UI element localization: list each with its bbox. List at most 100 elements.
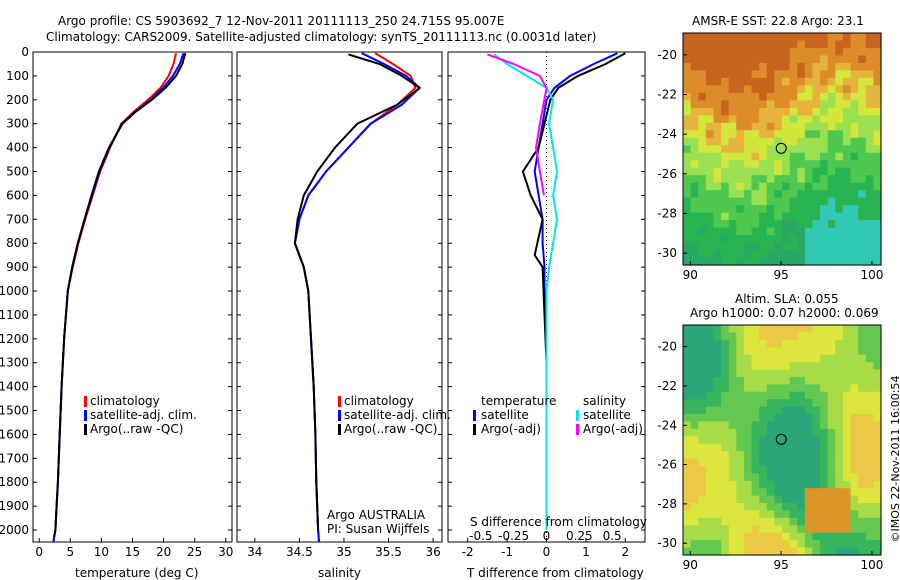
sst-map-cell	[698, 55, 707, 64]
sst-map-cell	[842, 197, 852, 206]
sla-map	[683, 325, 882, 556]
sla-map-lat-label: -20	[657, 340, 677, 354]
sst-map-cell	[766, 152, 775, 161]
sst-map-cell	[736, 152, 745, 161]
sla-map-cell	[751, 503, 760, 512]
sst-map-cell	[698, 107, 707, 116]
sst-map-cell	[865, 145, 874, 154]
sst-map-cell	[873, 70, 882, 79]
sla-map-cell	[835, 525, 844, 534]
sla-map-cell	[820, 391, 829, 400]
sst-map-cell	[774, 182, 783, 191]
sla-map-cell	[736, 525, 745, 534]
sla-map-cell	[865, 532, 874, 541]
sla-map-cell	[820, 465, 829, 474]
sst-map-cell	[782, 190, 791, 199]
sla-map-cell	[683, 325, 692, 334]
sla-map-cell	[683, 532, 692, 541]
sla-map-cell	[797, 391, 806, 400]
sal-legend-swatch-satellite	[338, 410, 341, 421]
sla-map-cell	[827, 480, 836, 489]
sst-map-cell	[728, 40, 737, 49]
sst-map-cell	[827, 145, 836, 154]
sla-map-cell	[728, 391, 737, 400]
sst-map-cell	[835, 227, 844, 236]
sst-map-cell	[827, 250, 836, 259]
sla-map-cell	[766, 414, 775, 423]
sla-map-cell	[736, 339, 745, 348]
sla-map-cell	[873, 347, 882, 356]
sst-map-cell	[850, 205, 859, 214]
sst-map-cell	[766, 205, 775, 214]
salinity-series-line	[293, 52, 422, 543]
sst-map-cell	[797, 130, 806, 139]
sst-map-cell	[865, 160, 874, 169]
sla-map-cell	[728, 436, 737, 445]
sst-map-cell	[842, 92, 852, 101]
sst-map-cell	[743, 47, 753, 57]
sst-map-cell	[858, 250, 867, 259]
sla-map-cell	[865, 510, 874, 519]
sst-map-title: AMSR-E SST: 22.8 Argo: 23.1	[692, 14, 864, 28]
sla-map-cell	[865, 325, 874, 334]
sla-map-cell	[728, 428, 737, 437]
sst-map-cell	[766, 197, 775, 206]
sla-map-cell	[789, 436, 798, 445]
sst-map-cell	[850, 115, 859, 124]
sst-map-cell	[751, 130, 760, 139]
sst-map-cell	[820, 160, 829, 169]
sst-map-cell	[774, 33, 783, 42]
sst-map-lat-label: -26	[657, 167, 677, 181]
sst-map-cell	[827, 197, 836, 206]
sst-map-cell	[736, 137, 745, 146]
sla-map-cell	[698, 347, 707, 356]
sla-map-cell	[812, 428, 821, 437]
sla-map-cell	[774, 517, 783, 526]
sst-map-cell	[827, 160, 836, 169]
sla-map-cell	[766, 495, 775, 504]
sla-map-cell	[721, 399, 730, 408]
sla-map-cell	[705, 436, 715, 445]
difference-tick-label: -1	[501, 545, 513, 559]
sla-map-cell	[842, 540, 852, 549]
sst-map-cell	[751, 85, 760, 94]
sst-map-cell	[789, 85, 798, 94]
sst-map-cell	[683, 257, 692, 266]
sla-map-cell	[797, 532, 806, 541]
sst-map-cell	[842, 122, 852, 131]
sst-map-cell	[705, 257, 715, 266]
sst-map-cell	[705, 152, 715, 161]
sla-map-cell	[698, 414, 707, 423]
sla-map-cell	[873, 414, 882, 423]
sla-map-cell	[683, 369, 692, 378]
sla-map-cell	[690, 451, 699, 460]
sst-map-cell	[865, 130, 874, 139]
sla-map-cell	[812, 495, 821, 504]
sst-map-cell	[782, 182, 791, 191]
sla-map-cell	[774, 532, 783, 541]
sst-map-cell	[713, 220, 722, 229]
sla-map-cell	[789, 451, 798, 460]
sla-map-cell	[827, 369, 836, 378]
sst-map-cell	[721, 152, 730, 161]
sst-map-cell	[690, 182, 699, 191]
diff-legend-temp-title: temperature	[481, 394, 557, 408]
sst-map-cell	[743, 55, 753, 64]
sst-map-cell	[721, 130, 730, 139]
sla-map-cell	[766, 547, 775, 556]
sla-map-frame	[682, 324, 882, 556]
sst-map-cell	[827, 40, 836, 49]
sst-map-cell	[736, 190, 745, 199]
sst-map-cell	[751, 77, 760, 86]
sst-map-cell	[812, 235, 821, 244]
sla-map-cell	[743, 525, 753, 534]
sla-map-cell	[812, 451, 821, 460]
sst-map-cell	[850, 250, 859, 259]
sst-map-cell	[743, 227, 753, 236]
sla-map-cell	[721, 473, 730, 482]
sla-map-cell	[804, 369, 814, 378]
sst-map-cell	[812, 33, 821, 42]
sst-map-cell	[774, 167, 783, 176]
sla-map-cell	[873, 458, 882, 467]
sst-map-cell	[751, 227, 760, 236]
